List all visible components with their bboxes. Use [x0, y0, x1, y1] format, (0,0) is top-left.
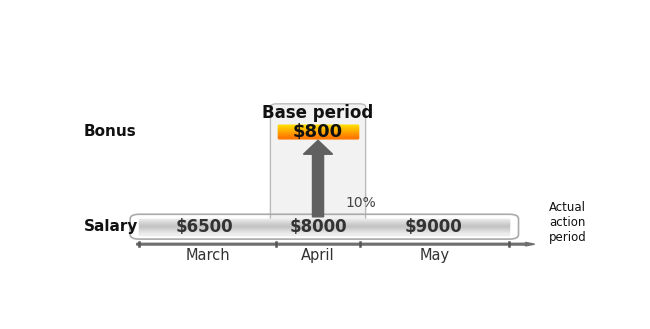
Bar — [139, 233, 510, 234]
Bar — [139, 234, 510, 235]
FancyArrow shape — [136, 242, 535, 246]
Text: March: March — [185, 248, 230, 264]
Bar — [139, 227, 510, 228]
Bar — [139, 229, 510, 230]
Bar — [278, 128, 358, 129]
Text: $800: $800 — [293, 123, 343, 141]
Bar — [139, 223, 510, 224]
Bar — [278, 125, 358, 126]
Bar — [278, 135, 358, 136]
Text: Bonus: Bonus — [84, 124, 136, 139]
Bar — [278, 134, 358, 135]
Text: May: May — [419, 248, 450, 264]
Bar — [278, 131, 358, 132]
Bar — [139, 219, 510, 220]
Bar — [139, 220, 510, 221]
Bar — [139, 231, 510, 232]
Bar — [139, 226, 510, 227]
Bar — [139, 221, 510, 222]
Bar — [278, 137, 358, 138]
Bar — [278, 126, 358, 127]
Bar — [139, 232, 510, 233]
Text: Base period: Base period — [263, 104, 374, 122]
Bar — [139, 222, 510, 223]
Bar — [278, 135, 358, 136]
Bar — [278, 125, 358, 126]
Bar — [278, 137, 358, 138]
Bar — [278, 129, 358, 130]
Bar — [139, 225, 510, 226]
Bar — [139, 225, 510, 226]
Text: Salary: Salary — [84, 219, 138, 234]
Text: Actual
action
period: Actual action period — [549, 201, 586, 244]
Text: $6500: $6500 — [176, 218, 233, 236]
FancyBboxPatch shape — [270, 104, 365, 222]
Text: $8000: $8000 — [289, 218, 347, 236]
Bar — [278, 131, 358, 132]
Bar — [139, 233, 510, 234]
Bar — [278, 133, 358, 134]
Bar — [278, 127, 358, 128]
FancyArrow shape — [304, 140, 333, 217]
Bar — [139, 230, 510, 231]
Text: $9000: $9000 — [405, 218, 463, 236]
Bar — [278, 127, 358, 128]
Bar — [278, 132, 358, 133]
Bar — [139, 224, 510, 225]
Text: 10%: 10% — [346, 196, 376, 210]
Bar — [139, 224, 510, 225]
Bar — [278, 136, 358, 137]
Bar — [278, 130, 358, 131]
Text: April: April — [301, 248, 335, 264]
Bar — [278, 133, 358, 134]
Bar — [139, 228, 510, 229]
Bar — [278, 129, 358, 130]
Bar — [139, 232, 510, 233]
